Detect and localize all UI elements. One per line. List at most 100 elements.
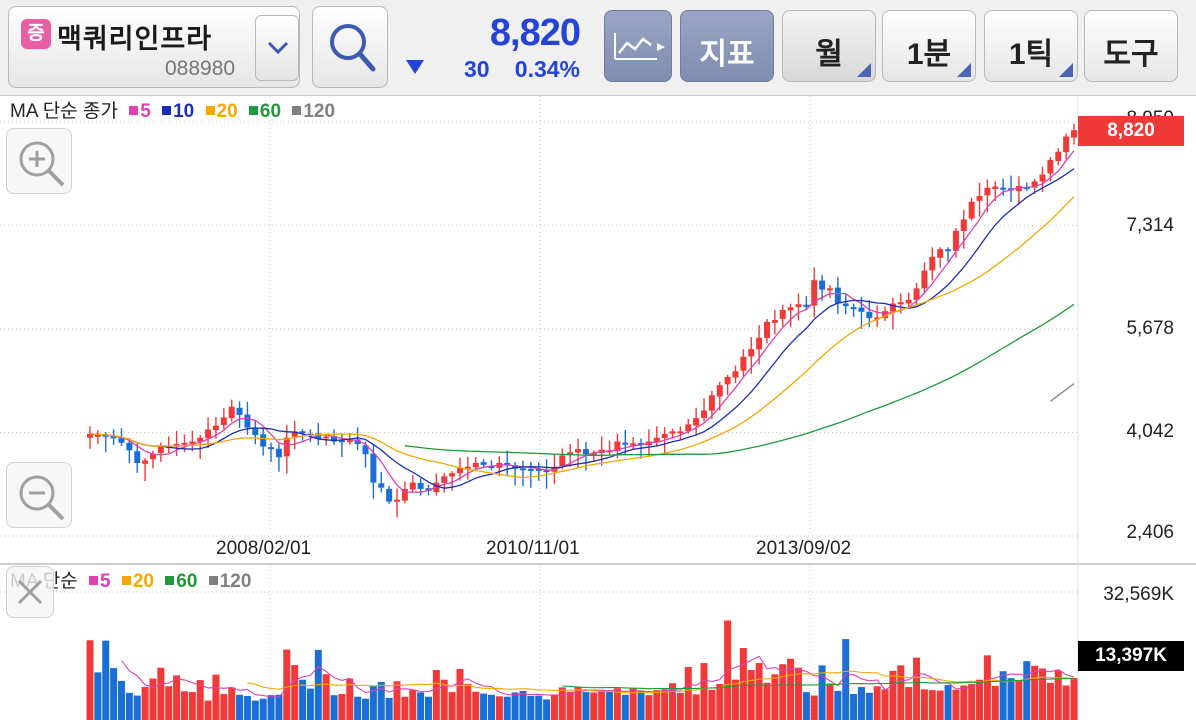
volume-bar: [322, 674, 330, 720]
candle-body: [677, 431, 684, 434]
y-tick-label: 5,678: [1126, 318, 1174, 339]
candle-body: [1031, 181, 1038, 188]
legend-swatch: [248, 106, 258, 116]
tools-button[interactable]: 도구: [1084, 10, 1178, 82]
candle-body: [630, 443, 637, 446]
volume-bar: [708, 689, 716, 720]
candle-body: [220, 417, 227, 426]
candle-body: [409, 482, 416, 490]
legend-swatch: [292, 106, 302, 116]
candle-body: [748, 349, 755, 357]
price-ma120-line: [1050, 383, 1075, 402]
close-volume-panel-button[interactable]: [6, 566, 54, 618]
candle-body: [559, 455, 566, 466]
zoom-out-button[interactable]: [6, 462, 72, 528]
candle-body: [110, 435, 117, 439]
candle-body: [173, 444, 180, 447]
candle-body: [197, 437, 204, 442]
candle-body: [87, 433, 93, 438]
candle-body: [992, 186, 999, 190]
volume-bar: [566, 691, 574, 720]
chart-type-button[interactable]: [604, 10, 672, 82]
volume-bar: [936, 690, 944, 720]
volume-bar: [385, 697, 393, 720]
candle-body: [346, 440, 353, 443]
candle-body: [472, 462, 479, 468]
candle-body: [661, 433, 668, 439]
volume-bar: [944, 685, 952, 720]
price-ma60-line: [404, 303, 1075, 457]
candle-body: [157, 446, 164, 453]
stock-dropdown-button[interactable]: [255, 15, 299, 81]
volume-bar: [204, 700, 212, 720]
legend-ma10: 10: [173, 101, 195, 122]
volume-bar: [338, 694, 346, 720]
search-button[interactable]: [312, 6, 388, 88]
volume-bar: [865, 692, 873, 720]
candle-body: [590, 452, 597, 455]
volume-bar: [747, 670, 755, 720]
zoom-out-icon: [19, 475, 65, 521]
candle-body: [331, 436, 338, 442]
candle-body: [874, 317, 881, 320]
legend-vma120: 120: [219, 571, 252, 592]
toolbar: 증 맥쿼리인프라 088980 8,820 30 0.34% 지표 월: [0, 0, 1196, 96]
volume-bar: [960, 685, 968, 720]
volume-bar: [267, 695, 275, 720]
candle-body: [826, 288, 833, 291]
candle-body: [291, 431, 298, 437]
candle-body: [834, 287, 841, 304]
volume-bar: [692, 694, 700, 720]
volume-bar: [346, 678, 354, 720]
candle-body: [417, 482, 424, 489]
legend-swatch: [88, 576, 98, 586]
candle-body: [149, 454, 156, 460]
volume-bar: [881, 689, 889, 720]
candle-body: [787, 307, 794, 311]
volume-bar: [480, 693, 488, 720]
volume-bar: [291, 664, 299, 720]
volume-bar: [456, 668, 464, 720]
zoom-in-button[interactable]: [6, 128, 72, 194]
volume-bar: [440, 679, 448, 720]
candle-body: [685, 424, 692, 432]
candle-body: [268, 447, 275, 450]
volume-bar: [472, 691, 480, 720]
candle-body: [425, 488, 432, 491]
candle-body: [582, 449, 589, 455]
candle-body: [275, 448, 282, 458]
candle-body: [669, 431, 676, 434]
indicator-button[interactable]: 지표: [680, 10, 774, 82]
volume-bar: [873, 686, 881, 720]
candle-body: [315, 433, 322, 439]
period-minute-button[interactable]: 1분: [882, 10, 976, 82]
volume-bar: [196, 680, 204, 720]
volume-bar: [771, 674, 779, 720]
volume-bar: [141, 687, 149, 720]
stock-selector[interactable]: 증 맥쿼리인프라 088980: [8, 6, 300, 88]
legend-swatch: [165, 576, 175, 586]
volume-bar: [220, 694, 228, 720]
candle-body: [504, 462, 511, 465]
volume-bar: [236, 694, 244, 720]
candle-body: [189, 441, 196, 444]
candle-body: [913, 288, 920, 300]
period-month-button[interactable]: 월: [782, 10, 876, 82]
volume-bar: [590, 692, 598, 720]
volume-bar: [417, 692, 425, 720]
volume-bar: [173, 675, 181, 720]
candle-body: [850, 307, 857, 310]
dropdown-corner-icon: [1059, 63, 1073, 77]
volume-bar: [826, 683, 834, 720]
volume-bar: [1007, 678, 1015, 720]
legend-swatch: [208, 576, 218, 586]
volume-ma20-line: [247, 670, 1075, 694]
candle-body: [968, 201, 975, 219]
period-tick-button[interactable]: 1틱: [984, 10, 1078, 82]
candle-body: [307, 433, 314, 436]
legend-ma60: 60: [259, 101, 282, 122]
stock-code: 088980: [165, 57, 236, 80]
candle-body: [1023, 187, 1030, 190]
candle-body: [976, 196, 983, 201]
y-tick-label: 7,314: [1126, 215, 1174, 236]
